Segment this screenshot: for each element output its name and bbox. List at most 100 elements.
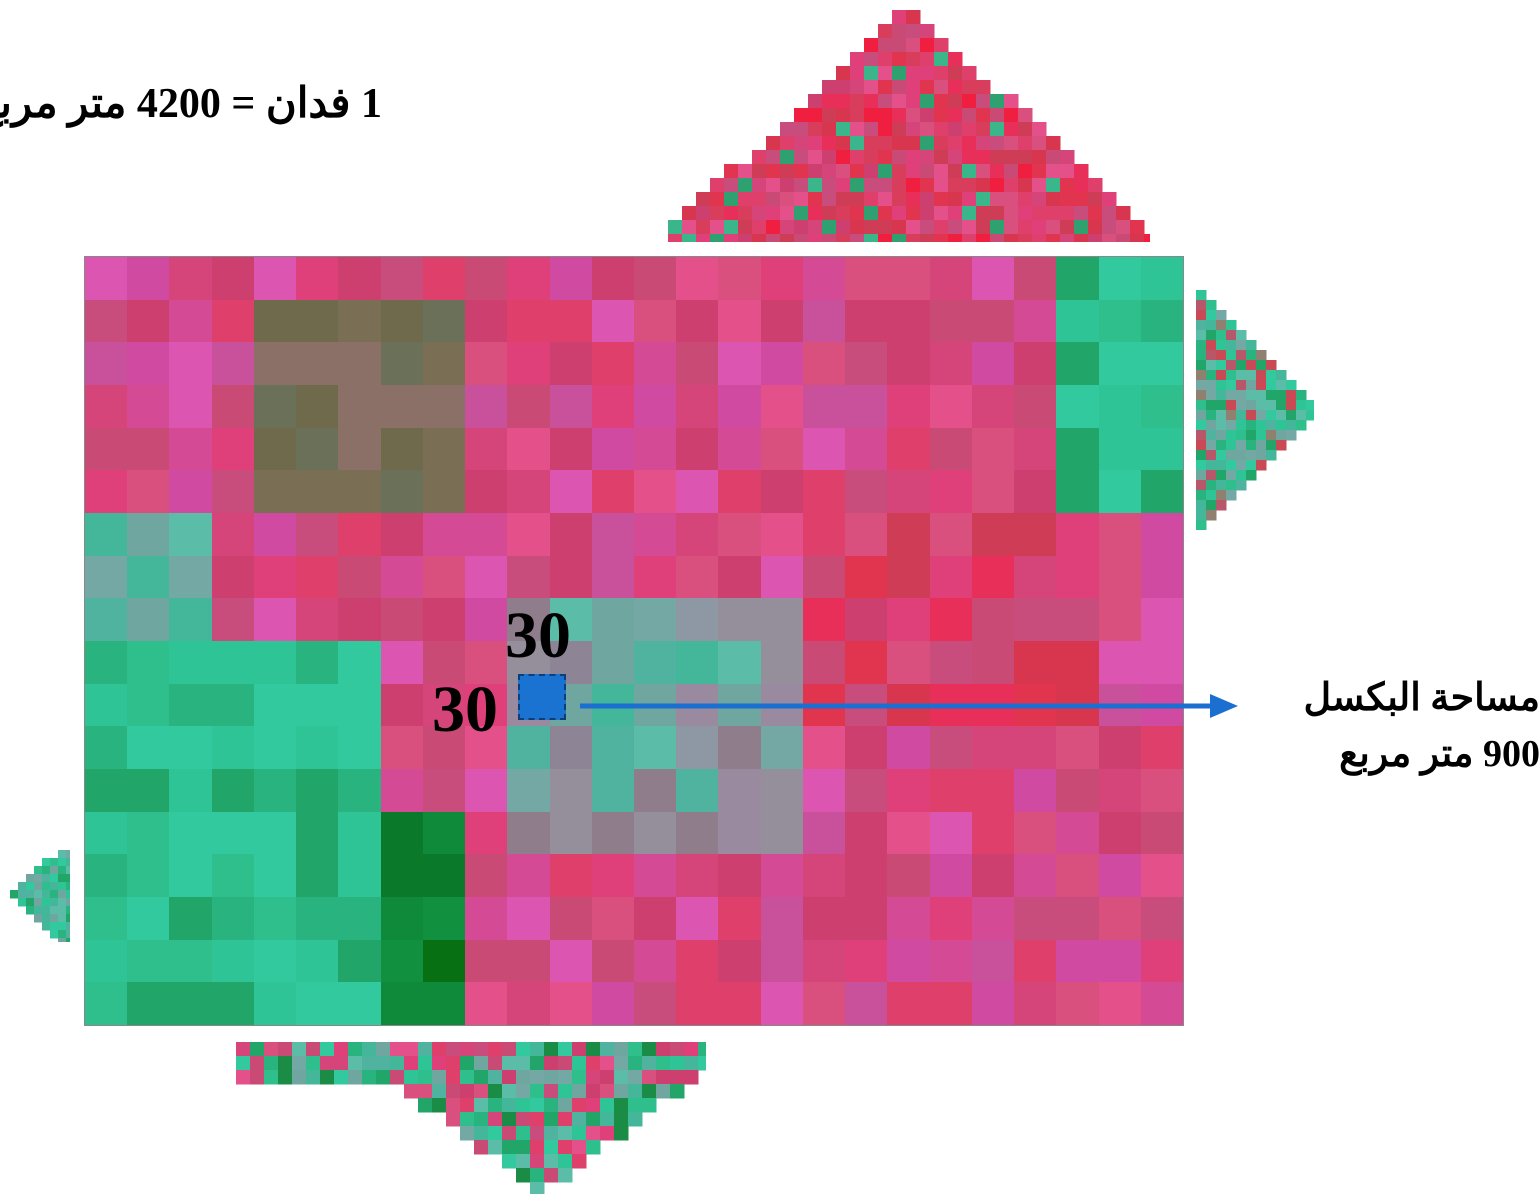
grid-pixel (971, 982, 1015, 1025)
tile-pixel (906, 108, 921, 123)
tile-pixel (348, 1056, 363, 1071)
grid-pixel (85, 769, 128, 812)
tile-pixel (682, 234, 697, 242)
grid-pixel (127, 726, 170, 769)
grid-pixel (676, 598, 719, 641)
tile-pixel (836, 206, 851, 221)
tile-pixel (1046, 178, 1061, 193)
grid-pixel (971, 641, 1015, 684)
tile-pixel (446, 1112, 461, 1127)
tile-pixel (1296, 400, 1307, 411)
grid-pixel (549, 811, 592, 855)
tile-pixel (850, 108, 865, 123)
grid-pixel (591, 982, 634, 1025)
tile-pixel (1088, 220, 1103, 235)
grid-pixel (338, 555, 381, 599)
tile-pixel (502, 1042, 517, 1057)
tile-pixel (1074, 192, 1089, 207)
tile-pixel (628, 1070, 643, 1085)
tile-pixel (502, 1112, 517, 1127)
tile-pixel (1032, 220, 1047, 235)
tile-pixel (1246, 350, 1257, 361)
tile-pixel (822, 206, 837, 221)
tile-pixel (488, 1098, 503, 1113)
grid-pixel (549, 299, 592, 343)
tile-pixel (1004, 136, 1019, 151)
tile-pixel (460, 1084, 475, 1099)
grid-pixel (634, 470, 677, 513)
grid-pixel (380, 683, 423, 727)
grid-pixel (591, 897, 634, 940)
grid-pixel (1014, 299, 1057, 343)
grid-pixel (338, 385, 381, 428)
tile-pixel (418, 1056, 433, 1071)
tile-pixel (850, 122, 865, 137)
tile-pixel (1246, 470, 1257, 481)
grid-pixel (1056, 854, 1099, 897)
tile-pixel (264, 1056, 279, 1071)
tile-pixel (1226, 320, 1237, 331)
grid-pixel (169, 939, 212, 983)
tile-pixel (1276, 410, 1287, 421)
grid-pixel (971, 726, 1015, 769)
tile-pixel (1216, 430, 1227, 441)
tile-pixel (934, 108, 949, 123)
tile-pixel (934, 122, 949, 137)
tile-pixel (572, 1126, 587, 1141)
tile-pixel (1246, 390, 1257, 401)
tile-pixel (990, 136, 1005, 151)
grid-pixel (1140, 641, 1183, 684)
tile-pixel (892, 122, 907, 137)
grid-pixel (549, 427, 592, 471)
grid-pixel (845, 299, 888, 343)
grid-pixel (929, 299, 972, 343)
tile-pixel (474, 1070, 489, 1085)
tile-pixel (642, 1056, 657, 1071)
grid-pixel (211, 769, 254, 812)
grid-pixel (887, 299, 930, 343)
grid-pixel (1014, 939, 1057, 983)
tile-pixel (544, 1140, 559, 1155)
grid-pixel (549, 257, 592, 300)
grid-pixel (422, 769, 466, 812)
tile-pixel (962, 164, 977, 179)
grid-pixel (802, 897, 846, 940)
grid-pixel (845, 811, 888, 855)
tile-pixel (906, 150, 921, 165)
tile-pixel (1206, 350, 1217, 361)
tile-pixel (1102, 220, 1117, 235)
tile-pixel (544, 1112, 559, 1127)
tile-pixel (1032, 136, 1047, 151)
grid-pixel (1056, 385, 1099, 428)
tile-pixel (752, 234, 767, 242)
tile-pixel (1226, 430, 1237, 441)
tile-pixel (878, 24, 893, 39)
tile-pixel (10, 890, 19, 899)
grid-pixel (1140, 598, 1183, 641)
tile-pixel (990, 234, 1005, 242)
tile-pixel (264, 1070, 279, 1085)
tile-pixel (1236, 350, 1247, 361)
tile-pixel (808, 220, 823, 235)
grid-pixel (127, 897, 170, 940)
tile-pixel (418, 1042, 433, 1057)
grid-pixel (465, 854, 508, 897)
grid-pixel (634, 854, 677, 897)
tile-pixel (1196, 300, 1207, 311)
grid-pixel (296, 257, 339, 300)
tile-pixel (488, 1126, 503, 1141)
grid-pixel (676, 897, 719, 940)
tile-pixel (1206, 300, 1217, 311)
tile-pixel (892, 206, 907, 221)
tile-pixel (892, 94, 907, 109)
tile-pixel (348, 1070, 363, 1085)
tile-pixel (1236, 380, 1247, 391)
grid-pixel (169, 385, 212, 428)
tile-pixel (780, 122, 795, 137)
grid-pixel (127, 811, 170, 855)
grid-pixel (718, 939, 761, 983)
tile-pixel (614, 1070, 629, 1085)
grid-pixel (802, 470, 846, 513)
grid-pixel (127, 555, 170, 599)
grid-pixel (718, 854, 761, 897)
